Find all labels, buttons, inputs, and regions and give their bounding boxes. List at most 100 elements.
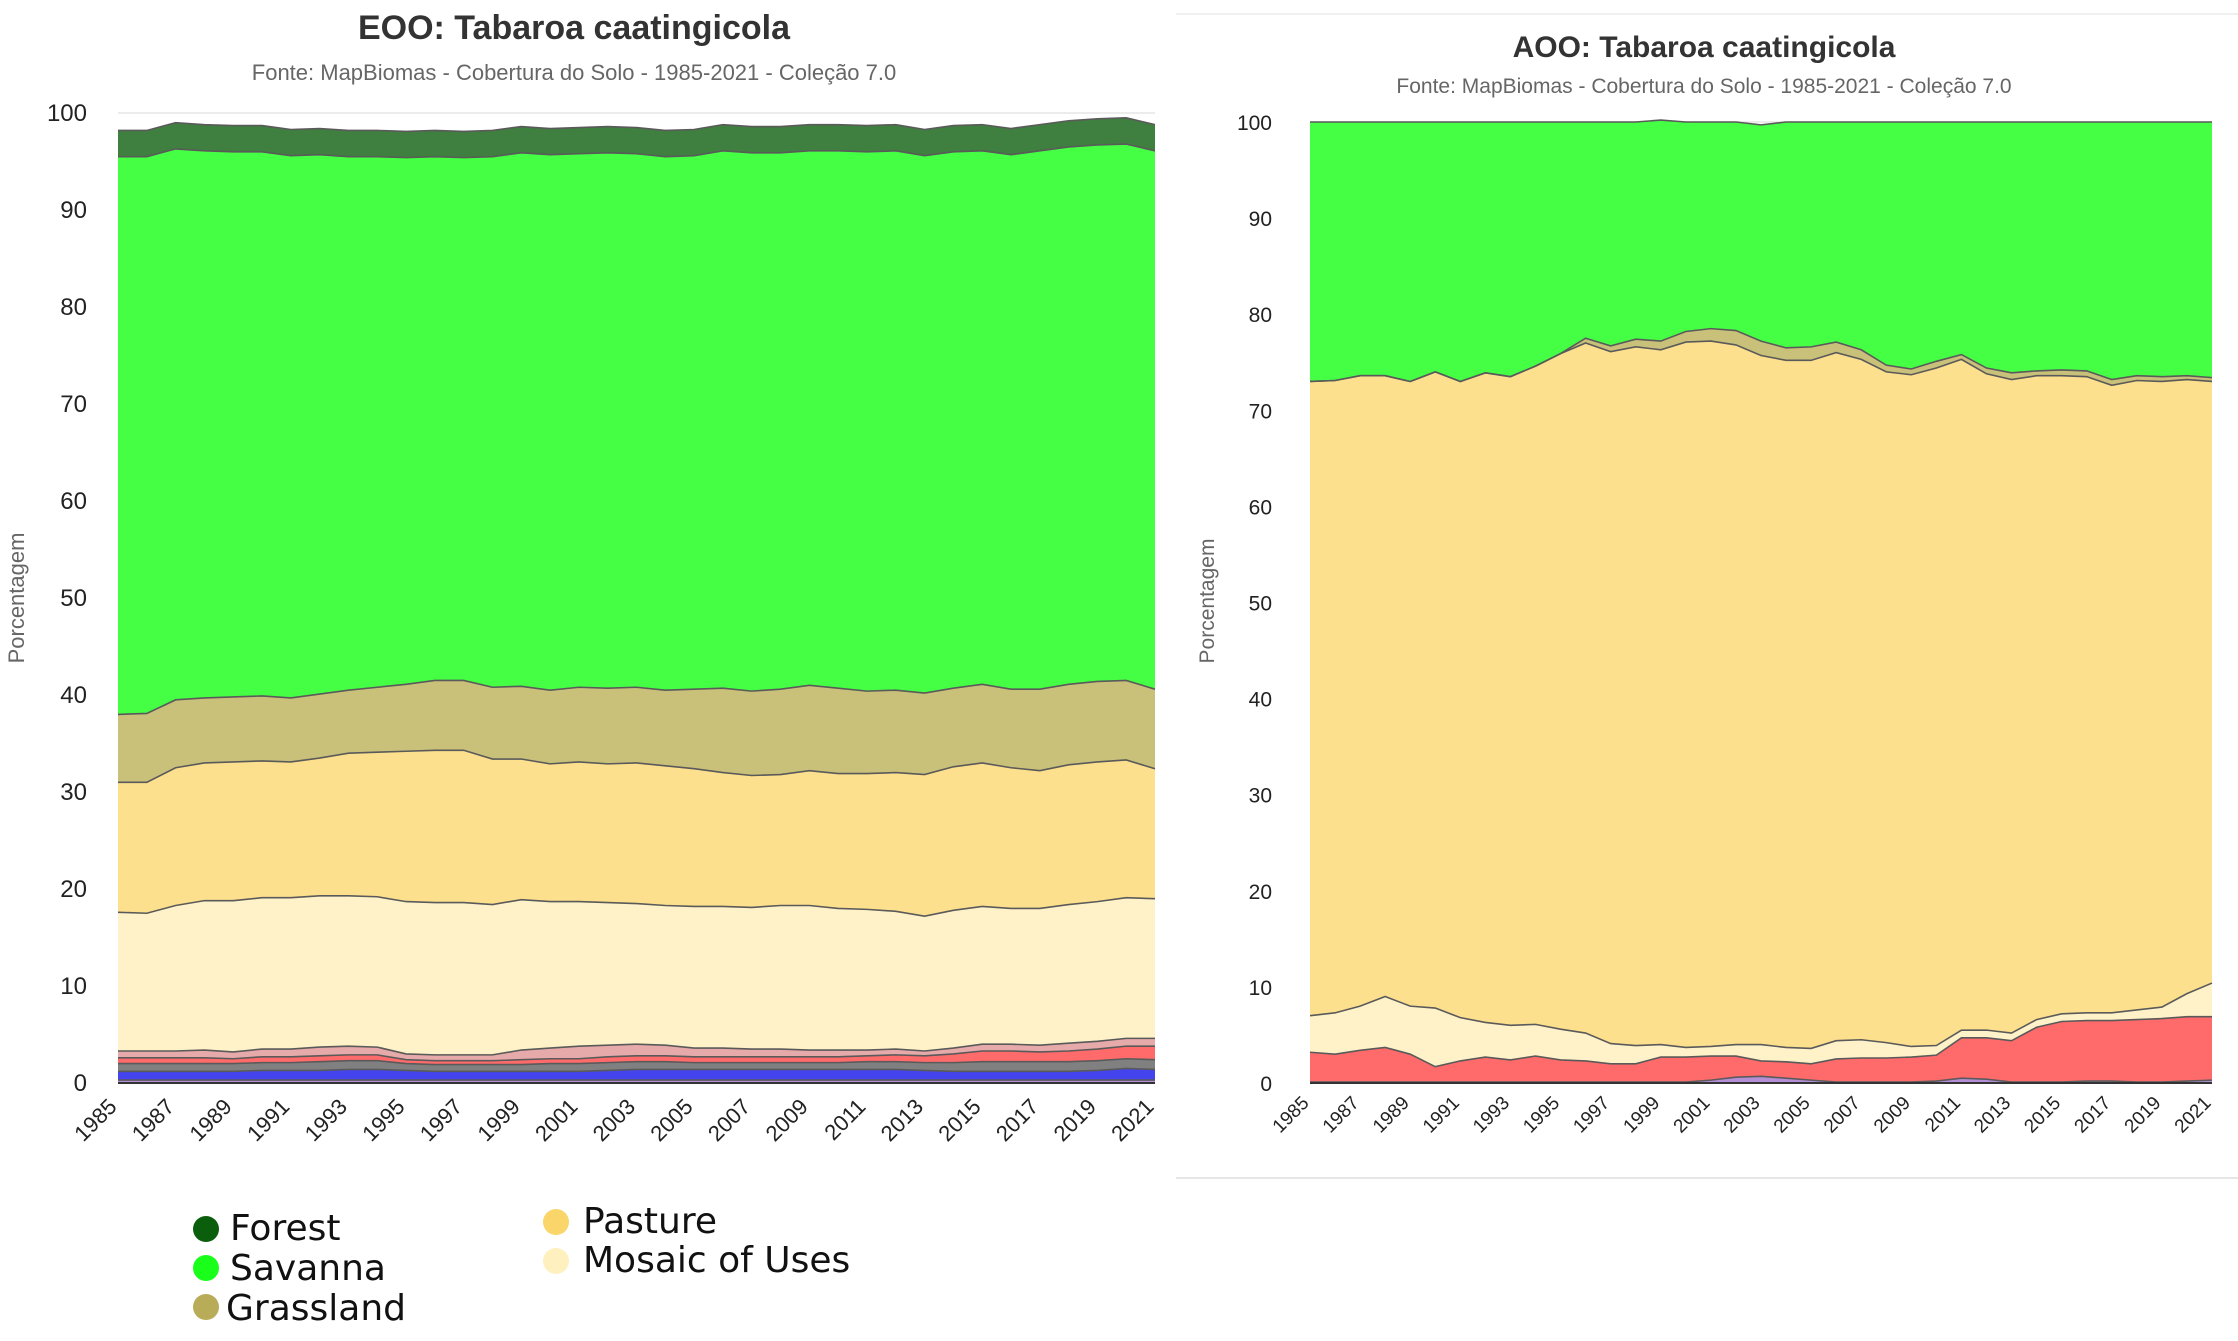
aoo-x-tick-label: 2021 — [2171, 1093, 2216, 1138]
eoo-x-tick-label: 1991 — [242, 1094, 294, 1146]
aoo-x-tick-label: 1989 — [1369, 1093, 1414, 1138]
aoo-x-tick-label: 2015 — [2020, 1093, 2065, 1138]
eoo-area-series — [118, 117, 1155, 1083]
eoo-y-axis-label: Porcentagem — [4, 533, 29, 664]
eoo-area-mosaic — [118, 895, 1155, 1055]
aoo-line-red — [1309, 1015, 2212, 1068]
aoo-y-tick-label: 10 — [1249, 977, 1272, 1000]
legend-swatch-forest — [193, 1216, 219, 1242]
legend-item-forest[interactable]: Forest — [193, 1208, 340, 1249]
aoo-y-tick-label: 100 — [1237, 112, 1272, 135]
eoo-area-savanna — [118, 144, 1155, 715]
aoo-y-tick-label: 70 — [1249, 400, 1272, 423]
eoo-x-tick-label: 2003 — [588, 1094, 640, 1146]
eoo-area-pasture — [118, 750, 1155, 917]
aoo-area-savanna — [1310, 120, 2212, 382]
eoo-line-pasture — [118, 749, 1156, 784]
eoo-line-mosaic — [117, 894, 1156, 917]
eoo-line-red — [118, 1045, 1155, 1062]
eoo-area-forest — [118, 117, 1155, 158]
aoo-x-tick-label: 1997 — [1569, 1093, 1614, 1138]
eoo-y-tick-label: 40 — [60, 682, 87, 709]
eoo-y-tick-label: 60 — [60, 488, 87, 515]
eoo-x-tick-label: 2009 — [761, 1094, 813, 1146]
aoo-chart-subtitle: Fonte: MapBiomas - Cobertura do Solo - 1… — [1396, 75, 2011, 98]
eoo-x-tick-label: 1989 — [184, 1094, 236, 1146]
aoo-y-tick-label: 90 — [1249, 208, 1272, 231]
eoo-area-blue — [118, 1068, 1155, 1081]
legend-swatch-mosaic-of-uses — [543, 1248, 569, 1274]
eoo-x-tick-label: 2017 — [991, 1094, 1043, 1146]
eoo-x-tick-label: 2001 — [530, 1094, 582, 1146]
eoo-y-tick-label: 100 — [47, 100, 87, 127]
eoo-x-ticks: 1985 1987 1989 1991 1993 1995 1997 1999 2001 2003… — [69, 1094, 1158, 1146]
eoo-x-tick-label: 2013 — [876, 1094, 928, 1146]
eoo-y-tick-label: 0 — [74, 1070, 87, 1097]
aoo-x-tick-label: 1999 — [1620, 1093, 1665, 1138]
eoo-area-grassland — [118, 680, 1155, 783]
aoo-x-tick-label: 2011 — [1921, 1093, 1965, 1137]
aoo-x-tick-label: 2013 — [1970, 1093, 2015, 1138]
legend-label-savanna: Savanna — [230, 1248, 386, 1289]
eoo-x-tick-label: 1987 — [127, 1094, 179, 1146]
eoo-chart-subtitle: Fonte: MapBiomas - Cobertura do Solo - 1… — [252, 60, 896, 85]
aoo-y-axis-label: Porcentagem — [1196, 539, 1219, 664]
aoo-y-tick-label: 40 — [1249, 689, 1272, 712]
eoo-line-savanna — [118, 143, 1156, 159]
aoo-area-red — [1310, 1016, 2212, 1083]
aoo-y-ticks: 0 10 20 30 40 50 60 70 80 90 100 — [1237, 112, 1272, 1096]
aoo-line-mosaic — [1309, 982, 2213, 1050]
eoo-line-blue — [118, 1067, 1156, 1073]
legend: Forest Savanna Grassland Pasture Mosaic … — [193, 1201, 850, 1329]
aoo-x-tick-label: 2017 — [2071, 1093, 2116, 1138]
eoo-y-tick-label: 50 — [60, 585, 87, 612]
legend-item-savanna[interactable]: Savanna — [193, 1248, 386, 1289]
aoo-line-savanna — [1310, 119, 2212, 126]
legend-label-pasture: Pasture — [583, 1201, 717, 1242]
legend-item-mosaic-of-uses[interactable]: Mosaic of Uses — [543, 1240, 850, 1281]
aoo-area-mosaic — [1310, 983, 2212, 1067]
legend-label-mosaic-of-uses: Mosaic of Uses — [583, 1240, 850, 1281]
legend-label-forest: Forest — [230, 1208, 340, 1249]
eoo-y-tick-label: 70 — [60, 391, 87, 418]
aoo-y-tick-label: 50 — [1249, 593, 1272, 616]
eoo-x-tick-label: 2011 — [819, 1094, 870, 1145]
eoo-boundary-lines — [117, 117, 1156, 1081]
aoo-x-tick-label: 2009 — [1870, 1093, 1915, 1138]
aoo-x-tick-label: 1991 — [1419, 1093, 1464, 1138]
eoo-line-gray — [118, 1057, 1156, 1066]
aoo-line-grassland — [1309, 327, 2213, 383]
aoo-y-tick-label: 30 — [1249, 785, 1272, 808]
aoo-chart: AOO: Tabaroa caatingicola Fonte: MapBiom… — [1196, 31, 2216, 1137]
aoo-y-tick-label: 80 — [1249, 304, 1272, 327]
eoo-x-tick-label: 1995 — [357, 1094, 409, 1146]
legend-item-pasture[interactable]: Pasture — [543, 1201, 717, 1242]
eoo-x-tick-label: 1997 — [415, 1094, 467, 1146]
eoo-x-tick-label: 2015 — [933, 1094, 985, 1146]
legend-item-grassland[interactable]: Grassland — [193, 1288, 406, 1329]
aoo-x-tick-label: 1995 — [1519, 1093, 1564, 1138]
eoo-line-forest — [118, 117, 1156, 133]
aoo-x-tick-label: 1987 — [1319, 1093, 1364, 1138]
aoo-x-tick-label: 2005 — [1770, 1093, 1815, 1138]
eoo-x-tick-label: 2019 — [1049, 1094, 1101, 1146]
aoo-x-tick-label: 2007 — [1820, 1093, 1865, 1138]
eoo-y-tick-label: 20 — [60, 876, 87, 903]
aoo-area-pasture — [1310, 341, 2212, 1049]
legend-label-grassland: Grassland — [226, 1288, 406, 1329]
eoo-y-ticks: 0 10 20 30 40 50 60 70 80 90 100 — [47, 100, 87, 1097]
eoo-line-pink — [118, 1037, 1155, 1056]
eoo-chart: EOO: Tabaroa caatingicola Fonte: MapBiom… — [4, 9, 1159, 1146]
aoo-y-tick-label: 20 — [1249, 881, 1272, 904]
eoo-line-grassland — [117, 679, 1156, 716]
eoo-y-tick-label: 80 — [60, 294, 87, 321]
legend-swatch-pasture — [543, 1209, 569, 1235]
aoo-x-tick-label: 1985 — [1269, 1093, 1314, 1138]
aoo-x-tick-label: 1993 — [1469, 1093, 1514, 1138]
aoo-x-tick-label: 2003 — [1720, 1093, 1765, 1138]
eoo-y-tick-label: 10 — [60, 973, 87, 1000]
aoo-y-tick-label: 0 — [1260, 1073, 1272, 1096]
eoo-x-tick-label: 1999 — [473, 1094, 525, 1146]
eoo-y-tick-label: 90 — [60, 197, 87, 224]
